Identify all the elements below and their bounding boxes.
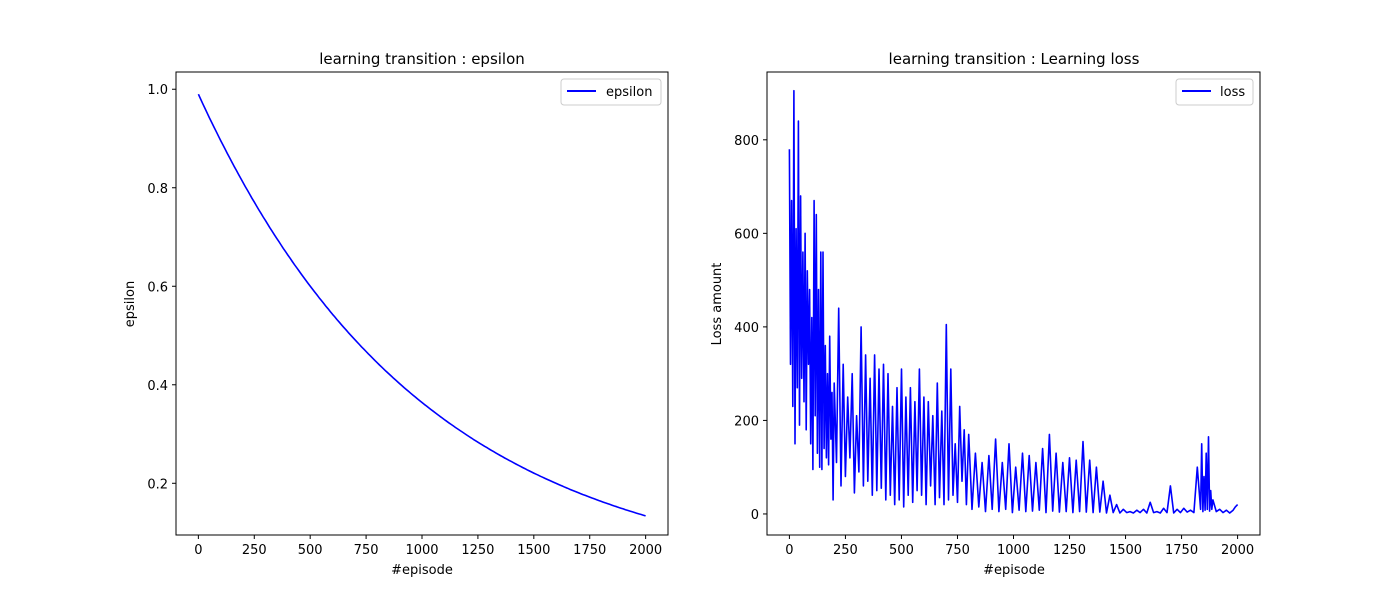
loss-x-tick-label: 0	[785, 543, 793, 558]
epsilon-y-tick-label: 0.6	[147, 280, 168, 295]
epsilon-x-tick-label: 750	[354, 543, 379, 558]
epsilon-legend: epsilon	[560, 78, 662, 106]
epsilon-plot-area	[197, 93, 646, 517]
loss-x-tick-label: 250	[833, 543, 858, 558]
loss-x-tick-label: 500	[889, 543, 914, 558]
loss-x-tick-label: 1000	[997, 543, 1030, 558]
loss-series-line	[788, 89, 1239, 514]
epsilon-x-tick-label: 1000	[405, 543, 438, 558]
epsilon-legend-label: epsilon	[606, 85, 652, 100]
epsilon-panel: learning transition : epsilon #episode e…	[123, 50, 669, 578]
epsilon-legend-box	[560, 78, 662, 106]
loss-y-axis-label: Loss amount	[710, 263, 725, 346]
epsilon-x-tick-label: 500	[298, 543, 323, 558]
epsilon-y-tick-label: 1.0	[147, 83, 168, 98]
epsilon-x-tick-label: 0	[194, 543, 202, 558]
loss-y-tick-label: 200	[734, 414, 759, 429]
epsilon-chart-title: learning transition : epsilon	[319, 50, 525, 68]
loss-x-axis-label: #episode	[983, 563, 1045, 578]
loss-y-tick-label: 800	[734, 134, 759, 149]
epsilon-y-tick-label: 0.8	[147, 182, 168, 197]
loss-legend: loss	[1175, 78, 1254, 106]
loss-x-tick-label: 1500	[1109, 543, 1142, 558]
epsilon-x-tick-label: 1500	[517, 543, 550, 558]
epsilon-ticks: 0 250 500 750 1000 1250 1500 1750 2000 0.2 0.4 0.6 0…	[147, 83, 662, 558]
epsilon-x-tick-label: 1250	[461, 543, 494, 558]
loss-x-tick-label: 1750	[1165, 543, 1198, 558]
epsilon-x-tick-label: 250	[242, 543, 267, 558]
loss-axes-frame	[766, 71, 1261, 536]
epsilon-x-tick-label: 2000	[629, 543, 662, 558]
loss-legend-box	[1175, 78, 1254, 106]
epsilon-y-axis-label: epsilon	[123, 281, 138, 327]
loss-y-tick-label: 0	[751, 508, 759, 523]
loss-panel: learning transition : Learning loss #epi…	[710, 50, 1261, 578]
loss-ticks: 0 250 500 750 1000 1250 1500 1750 2000 0 200 400 600…	[734, 134, 1254, 558]
loss-x-tick-label: 750	[945, 543, 970, 558]
loss-x-tick-label: 1250	[1053, 543, 1086, 558]
epsilon-x-tick-label: 1750	[573, 543, 606, 558]
epsilon-x-axis-label: #episode	[391, 563, 453, 578]
epsilon-axes-frame	[175, 71, 669, 536]
loss-y-tick-label: 600	[734, 227, 759, 242]
epsilon-y-tick-label: 0.2	[147, 477, 168, 492]
loss-x-tick-label: 2000	[1221, 543, 1254, 558]
loss-chart-title: learning transition : Learning loss	[889, 50, 1140, 68]
epsilon-y-tick-label: 0.4	[147, 379, 168, 394]
loss-plot-area	[788, 89, 1239, 514]
loss-y-tick-label: 400	[734, 321, 759, 336]
epsilon-series-line	[197, 93, 646, 517]
loss-legend-label: loss	[1220, 85, 1245, 100]
